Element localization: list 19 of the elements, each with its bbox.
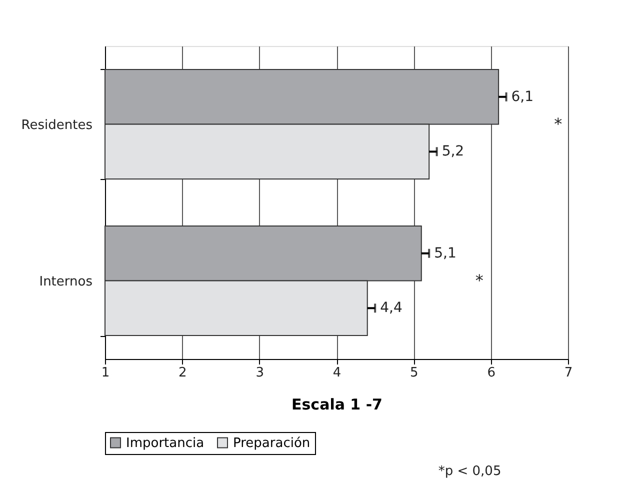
x-tick-label: 3	[256, 366, 264, 380]
annotation: *	[475, 270, 484, 290]
x-tick-label: 1	[101, 366, 110, 380]
x-tick-label: 5	[410, 366, 418, 380]
data-label: 4,4	[380, 300, 402, 316]
x-axis-title: Escala 1 -7	[292, 396, 382, 414]
data-label: 6,1	[511, 88, 534, 105]
text: *p < 0,05	[438, 464, 502, 479]
x-tick-label: 2	[178, 366, 187, 380]
x-tick-label: 6	[487, 366, 496, 380]
x-tick-label: 4	[332, 366, 342, 380]
x-tick-label: 7	[564, 366, 573, 380]
data-label: 5,1	[434, 245, 456, 262]
y-tick-label: Residentes	[21, 118, 93, 133]
y-tick-label: Internos	[39, 274, 93, 290]
annotation: *	[554, 114, 562, 134]
legend-label: Importancia	[126, 436, 204, 451]
legend-label: Preparación	[233, 436, 310, 451]
data-label: 5,2	[442, 144, 464, 160]
